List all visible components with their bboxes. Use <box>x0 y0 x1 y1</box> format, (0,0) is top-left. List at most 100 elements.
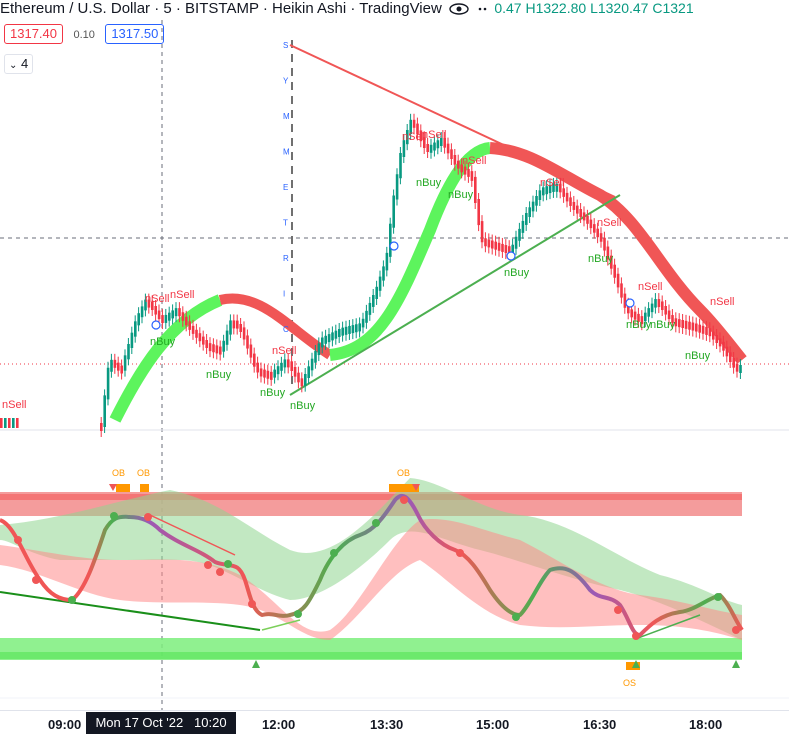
candle <box>171 310 174 319</box>
ribbon-green-2 <box>329 142 492 361</box>
candle <box>127 344 130 360</box>
candle <box>270 371 273 380</box>
candle <box>344 326 348 335</box>
candle <box>538 190 542 200</box>
candle <box>202 336 205 345</box>
candle <box>161 315 164 324</box>
candle <box>722 341 725 351</box>
candle <box>732 358 735 368</box>
buy-signal: nBuy <box>626 319 652 331</box>
candle <box>392 195 395 228</box>
candle <box>521 220 525 233</box>
candle <box>419 130 423 142</box>
candle <box>661 301 664 310</box>
candle <box>348 325 351 334</box>
vertical-letter: R <box>283 254 289 263</box>
candle <box>457 160 460 169</box>
candle <box>576 205 579 214</box>
candle <box>154 306 157 315</box>
candle <box>511 244 514 253</box>
candle <box>729 352 732 362</box>
time-tick: 15:00 <box>476 717 510 732</box>
candle <box>596 228 599 238</box>
sell-signal: nSell <box>145 293 169 305</box>
candle <box>266 370 270 379</box>
candle <box>338 329 341 337</box>
candle <box>555 183 559 192</box>
candle <box>654 299 657 308</box>
candle <box>399 153 402 179</box>
eye-icon[interactable] <box>446 2 472 16</box>
candle <box>191 325 195 334</box>
sell-signal: nSell <box>2 399 26 411</box>
candle <box>695 323 698 332</box>
candle <box>331 332 334 341</box>
sell-signal: nSell <box>638 281 662 293</box>
candle <box>497 242 501 251</box>
divergence-line-green[interactable] <box>637 614 701 639</box>
candle <box>470 171 474 181</box>
candle <box>409 119 412 134</box>
resistance-trendline[interactable] <box>289 44 616 198</box>
time-tick: 09:00 <box>48 717 82 732</box>
candle <box>147 299 151 308</box>
candle <box>453 155 457 165</box>
support-trendline[interactable] <box>289 194 621 396</box>
candle <box>290 361 293 371</box>
divergence-line-green[interactable] <box>261 619 301 631</box>
candle <box>16 418 19 428</box>
candles <box>0 113 742 437</box>
candle <box>334 330 338 339</box>
candle <box>484 238 487 247</box>
ob-label: OB <box>397 468 410 478</box>
divergence-line-red[interactable] <box>149 514 236 556</box>
candle <box>273 369 276 378</box>
candle <box>630 309 633 318</box>
buy-button[interactable]: 1317.50 <box>105 24 165 44</box>
candle <box>525 213 528 225</box>
candle <box>416 123 419 135</box>
candle <box>647 308 650 317</box>
candle <box>620 283 623 298</box>
candle <box>688 321 691 330</box>
candle <box>443 138 446 148</box>
candle <box>341 327 344 336</box>
candle <box>698 324 701 333</box>
candle <box>586 215 589 224</box>
candle <box>378 276 382 291</box>
candle <box>674 318 678 327</box>
candle <box>358 323 361 332</box>
candle <box>593 224 596 233</box>
candle <box>181 312 185 321</box>
candle <box>365 310 368 323</box>
candle <box>300 378 304 387</box>
buy-signal: nBuy <box>416 177 442 189</box>
time-axis[interactable]: 09:00 12:00 13:30 15:00 16:30 18:00 <box>0 710 789 739</box>
candle <box>460 164 463 173</box>
chart-canvas[interactable]: S Y M M E T R I C nSell nSell nSell nBuy nBuy nS… <box>0 0 789 710</box>
candle <box>562 188 565 197</box>
candle <box>569 197 572 206</box>
oversold-zone-edge <box>0 652 742 659</box>
candle <box>225 330 229 345</box>
os-label: OS <box>623 678 636 688</box>
sell-signal: nSell <box>597 217 621 229</box>
candle <box>739 365 742 373</box>
candle <box>735 363 739 372</box>
sell-button[interactable]: 1317.40 <box>4 24 63 44</box>
buy-signal: nBuy <box>588 253 614 265</box>
candle <box>684 320 688 329</box>
candle <box>232 320 236 329</box>
candle <box>640 316 644 325</box>
candle <box>446 143 450 154</box>
candle <box>215 345 219 354</box>
divergence-line[interactable] <box>0 591 261 631</box>
candle <box>637 313 640 322</box>
candle <box>389 223 392 257</box>
candle <box>429 144 433 153</box>
candle <box>249 344 253 358</box>
symbol-title[interactable]: Ethereum / U.S. Dollar · 5 · BITSTAMP · … <box>0 0 442 17</box>
indicators-toggle[interactable]: ⌄ 4 <box>4 54 34 74</box>
candle <box>130 332 134 348</box>
dots-icon[interactable] <box>476 2 490 16</box>
